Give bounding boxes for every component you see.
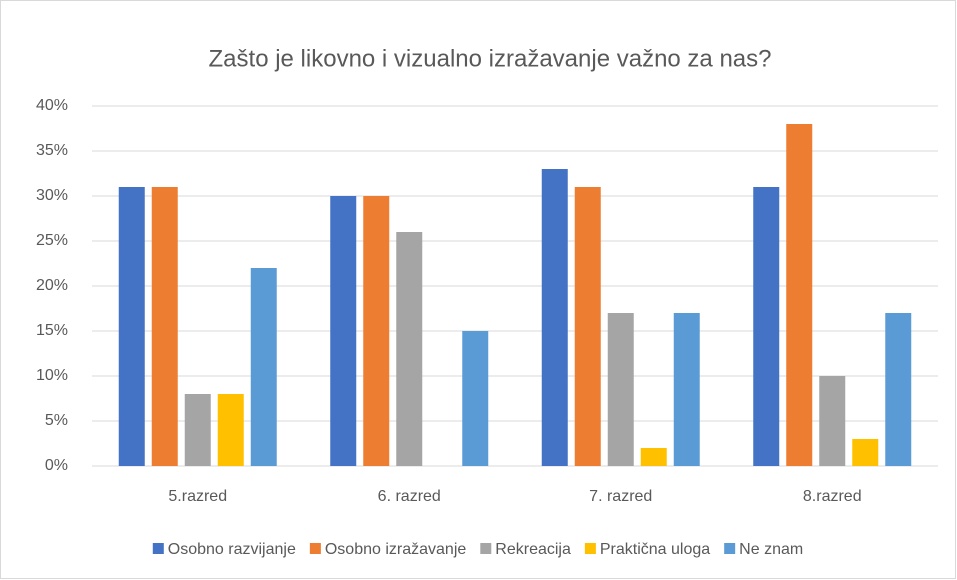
y-tick-label: 40% xyxy=(36,97,68,114)
legend-label: Ne znam xyxy=(739,541,803,558)
legend-swatch xyxy=(152,543,164,554)
bar xyxy=(852,439,879,466)
legend-label: Rekreacija xyxy=(495,541,571,558)
legend-swatch xyxy=(724,543,736,554)
bar xyxy=(640,448,667,466)
bar xyxy=(786,124,813,466)
bar xyxy=(574,187,601,466)
bar xyxy=(217,394,244,466)
bar xyxy=(541,169,568,466)
y-tick-label: 35% xyxy=(36,142,68,159)
bar xyxy=(151,187,178,466)
bar xyxy=(396,232,423,466)
y-tick-label: 20% xyxy=(36,277,68,294)
legend-label: Praktična uloga xyxy=(600,541,710,558)
legend-swatch xyxy=(584,543,596,554)
x-tick-label: 5.razred xyxy=(168,488,227,505)
legend-label: Osobno razvijanje xyxy=(168,541,296,558)
bar xyxy=(819,376,846,466)
y-tick-label: 10% xyxy=(36,367,68,384)
legend-swatch xyxy=(309,543,321,554)
bar xyxy=(885,313,912,466)
chart-title: Zašto je likovno i vizualno izražavanje … xyxy=(209,45,772,72)
bar xyxy=(607,313,634,466)
bar xyxy=(753,187,780,466)
y-tick-label: 0% xyxy=(45,457,68,474)
y-tick-label: 5% xyxy=(45,412,68,429)
bar xyxy=(118,187,145,466)
legend-label: Osobno izražavanje xyxy=(325,541,467,558)
bar xyxy=(250,268,277,466)
bar xyxy=(330,196,357,466)
y-tick-label: 15% xyxy=(36,322,68,339)
x-tick-label: 8.razred xyxy=(803,488,862,505)
bar xyxy=(673,313,700,466)
y-tick-label: 25% xyxy=(36,232,68,249)
x-tick-label: 7. razred xyxy=(589,488,652,505)
y-tick-label: 30% xyxy=(36,187,68,204)
bar xyxy=(462,331,489,466)
legend-swatch xyxy=(480,543,492,554)
bar xyxy=(363,196,390,466)
x-tick-label: 6. razred xyxy=(378,488,441,505)
bar xyxy=(184,394,211,466)
